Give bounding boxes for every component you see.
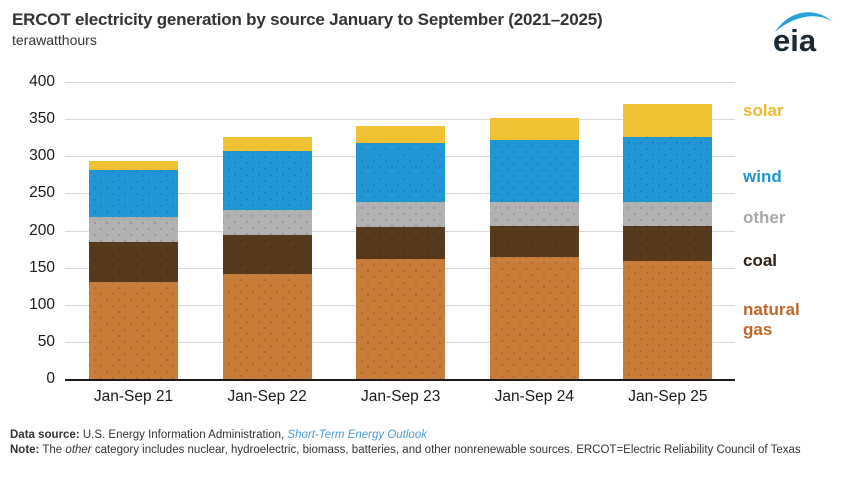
note-line: Note: The other category includes nuclea… [10,443,830,458]
x-tick-label-Jan-Sep 22: Jan-Sep 22 [227,388,307,405]
bar-segment-wind [222,151,312,210]
y-tick-label-300: 300 [29,147,55,165]
bar-segment-coal [222,234,312,275]
note-text-post: category includes nuclear, hydroelectric… [94,444,801,456]
bar-segment-wind [623,136,713,202]
data-source-text: U.S. Energy Information Administration, [82,429,285,441]
eia-swoosh-icon [775,12,833,32]
bar-segment-natural-gas [356,259,446,379]
legend-label-solar: solar [743,101,784,120]
note-label: Note: [10,444,40,456]
stacked-bar-Jan-Sep 25 [623,104,713,379]
eia-logo-text: eia [773,23,817,56]
eia-logo-graphic: eia [773,12,833,58]
y-tick-label-200: 200 [29,221,55,239]
x-tick-label-Jan-Sep 21: Jan-Sep 21 [93,388,174,405]
data-source-label: Data source: [10,429,80,441]
chart-title: ERCOT electricity generation by source J… [12,10,603,29]
legend-label-natural-gas: natural gas [743,300,800,339]
y-tick-label-150: 150 [29,258,55,276]
y-tick-label-0: 0 [46,370,55,387]
bar-segment-natural-gas [623,260,713,379]
bar-segment-coal [623,226,713,261]
stacked-bar-Jan-Sep 22 [222,136,312,379]
bar-segment-coal [89,241,178,283]
stacked-bar-Jan-Sep 23 [356,125,446,379]
note-text-italic: other [65,444,92,456]
bar-segment-other [356,202,446,227]
bar-segment-natural-gas [89,282,178,379]
footer-notes: Data source: U.S. Energy Information Adm… [10,428,830,458]
eia-logo: eia [772,6,836,58]
x-tick-label-Jan-Sep 24: Jan-Sep 24 [494,388,574,405]
data-source-line: Data source: U.S. Energy Information Adm… [10,428,830,443]
bar-segment-solar [356,125,446,143]
bar-segment-natural-gas [489,256,579,379]
legend-label-coal: coal [743,251,778,270]
bar-segment-solar [623,104,713,137]
bar-segment-solar [489,118,579,140]
y-tick-label-350: 350 [29,110,55,128]
x-tick-label-Jan-Sep 23: Jan-Sep 23 [361,388,441,405]
note-text-pre: The [42,444,63,456]
bar-segment-other [222,209,312,235]
gridline-400 [65,82,735,83]
legend-label-other: other [743,208,786,227]
gridline-350 [65,119,735,121]
bar-segment-wind [89,169,178,218]
stacked-bar-Jan-Sep 21 [89,160,178,379]
bar-segment-solar [89,160,178,170]
x-tick-label-Jan-Sep 25: Jan-Sep 25 [628,388,708,405]
plot-area [65,82,735,381]
steo-link[interactable]: Short-Term Energy Outlook [287,429,427,441]
stacked-bar-Jan-Sep 24 [489,118,579,379]
bar-segment-coal [489,226,579,257]
bar-segment-coal [356,226,446,260]
bar-segment-other [623,201,713,227]
y-tick-label-50: 50 [37,332,55,350]
chart-subtitle: terawatthours [12,32,97,48]
legend-label-wind: wind [743,167,782,186]
bar-segment-natural-gas [222,274,312,379]
y-tick-label-100: 100 [29,295,55,313]
bar-segment-other [89,217,178,242]
bar-segment-wind [356,142,446,203]
bar-segment-solar [222,136,312,152]
y-tick-label-400: 400 [29,73,55,90]
y-tick-label-250: 250 [29,184,55,202]
bar-segment-wind [489,139,579,202]
bar-segment-other [489,201,579,227]
